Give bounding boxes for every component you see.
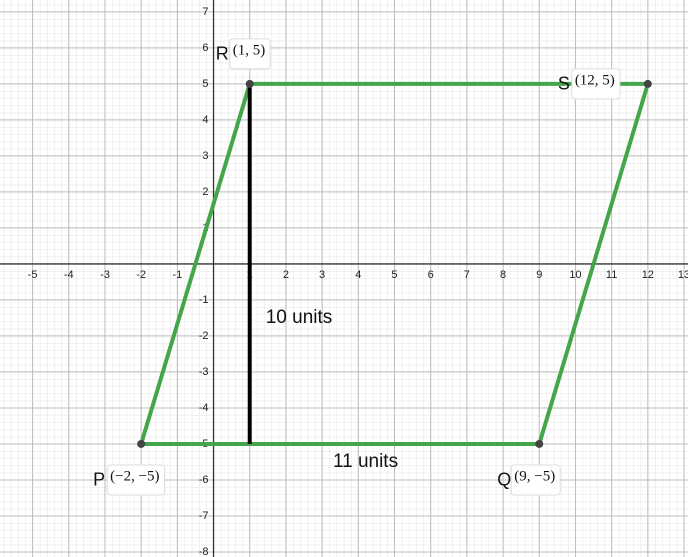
x-tick-label: 5 <box>391 269 397 281</box>
point-coord: (1, 5) <box>233 42 265 58</box>
annotation: 10 units <box>266 307 333 328</box>
x-tick-label: 10 <box>569 269 581 281</box>
point-name: P <box>93 470 105 490</box>
point-name: R <box>216 44 229 64</box>
x-tick-label: 3 <box>319 269 325 281</box>
x-tick-label: 12 <box>642 269 654 281</box>
point-name: Q <box>497 470 511 490</box>
x-tick-label: -4 <box>64 269 74 281</box>
annotation: 11 units <box>333 451 398 472</box>
y-tick-label: 5 <box>202 78 208 90</box>
x-tick-label: 4 <box>355 269 361 281</box>
y-tick-label: 4 <box>202 114 208 126</box>
label-box <box>229 38 271 70</box>
x-tick-label: 9 <box>536 269 542 281</box>
point-label: Q (9, −5) <box>497 464 561 496</box>
x-tick-label: 6 <box>428 269 434 281</box>
x-tick-label: 2 <box>283 269 289 281</box>
y-tick-label: -7 <box>199 510 209 522</box>
y-tick-label: -2 <box>199 330 209 342</box>
point <box>535 439 544 448</box>
x-tick-label: 11 <box>606 269 617 281</box>
x-tick-label: 8 <box>500 269 506 281</box>
label-box <box>510 464 561 496</box>
point-label: P (−2, −5) <box>93 464 166 496</box>
x-tick-label: -5 <box>28 269 38 281</box>
point-coord: (−2, −5) <box>110 468 159 484</box>
x-tick-label: -1 <box>172 269 182 281</box>
point-label: R (1, 5) <box>216 38 271 70</box>
y-tick-label: 2 <box>202 186 208 198</box>
point <box>137 439 146 448</box>
label-box <box>106 464 166 496</box>
x-tick-label: 13 <box>678 269 688 281</box>
y-tick-label: -3 <box>199 366 209 378</box>
y-tick-label: 6 <box>202 42 208 54</box>
y-tick-label: 3 <box>202 150 208 162</box>
point-coord: (9, −5) <box>514 468 555 484</box>
point-label: S (12, 5) <box>558 68 621 100</box>
y-tick-label: -4 <box>199 402 209 414</box>
y-tick-label: -8 <box>199 546 209 557</box>
y-tick-label: 7 <box>202 6 208 18</box>
point <box>643 79 652 88</box>
point <box>245 79 254 88</box>
y-tick-label: -1 <box>199 294 209 306</box>
x-tick-label: -2 <box>136 269 146 281</box>
point-name: S <box>558 74 570 94</box>
x-tick-label: 7 <box>464 269 470 281</box>
label-box <box>571 68 621 100</box>
point-coord: (12, 5) <box>575 72 615 88</box>
y-tick-label: -6 <box>199 474 209 486</box>
x-tick-label: -3 <box>100 269 110 281</box>
